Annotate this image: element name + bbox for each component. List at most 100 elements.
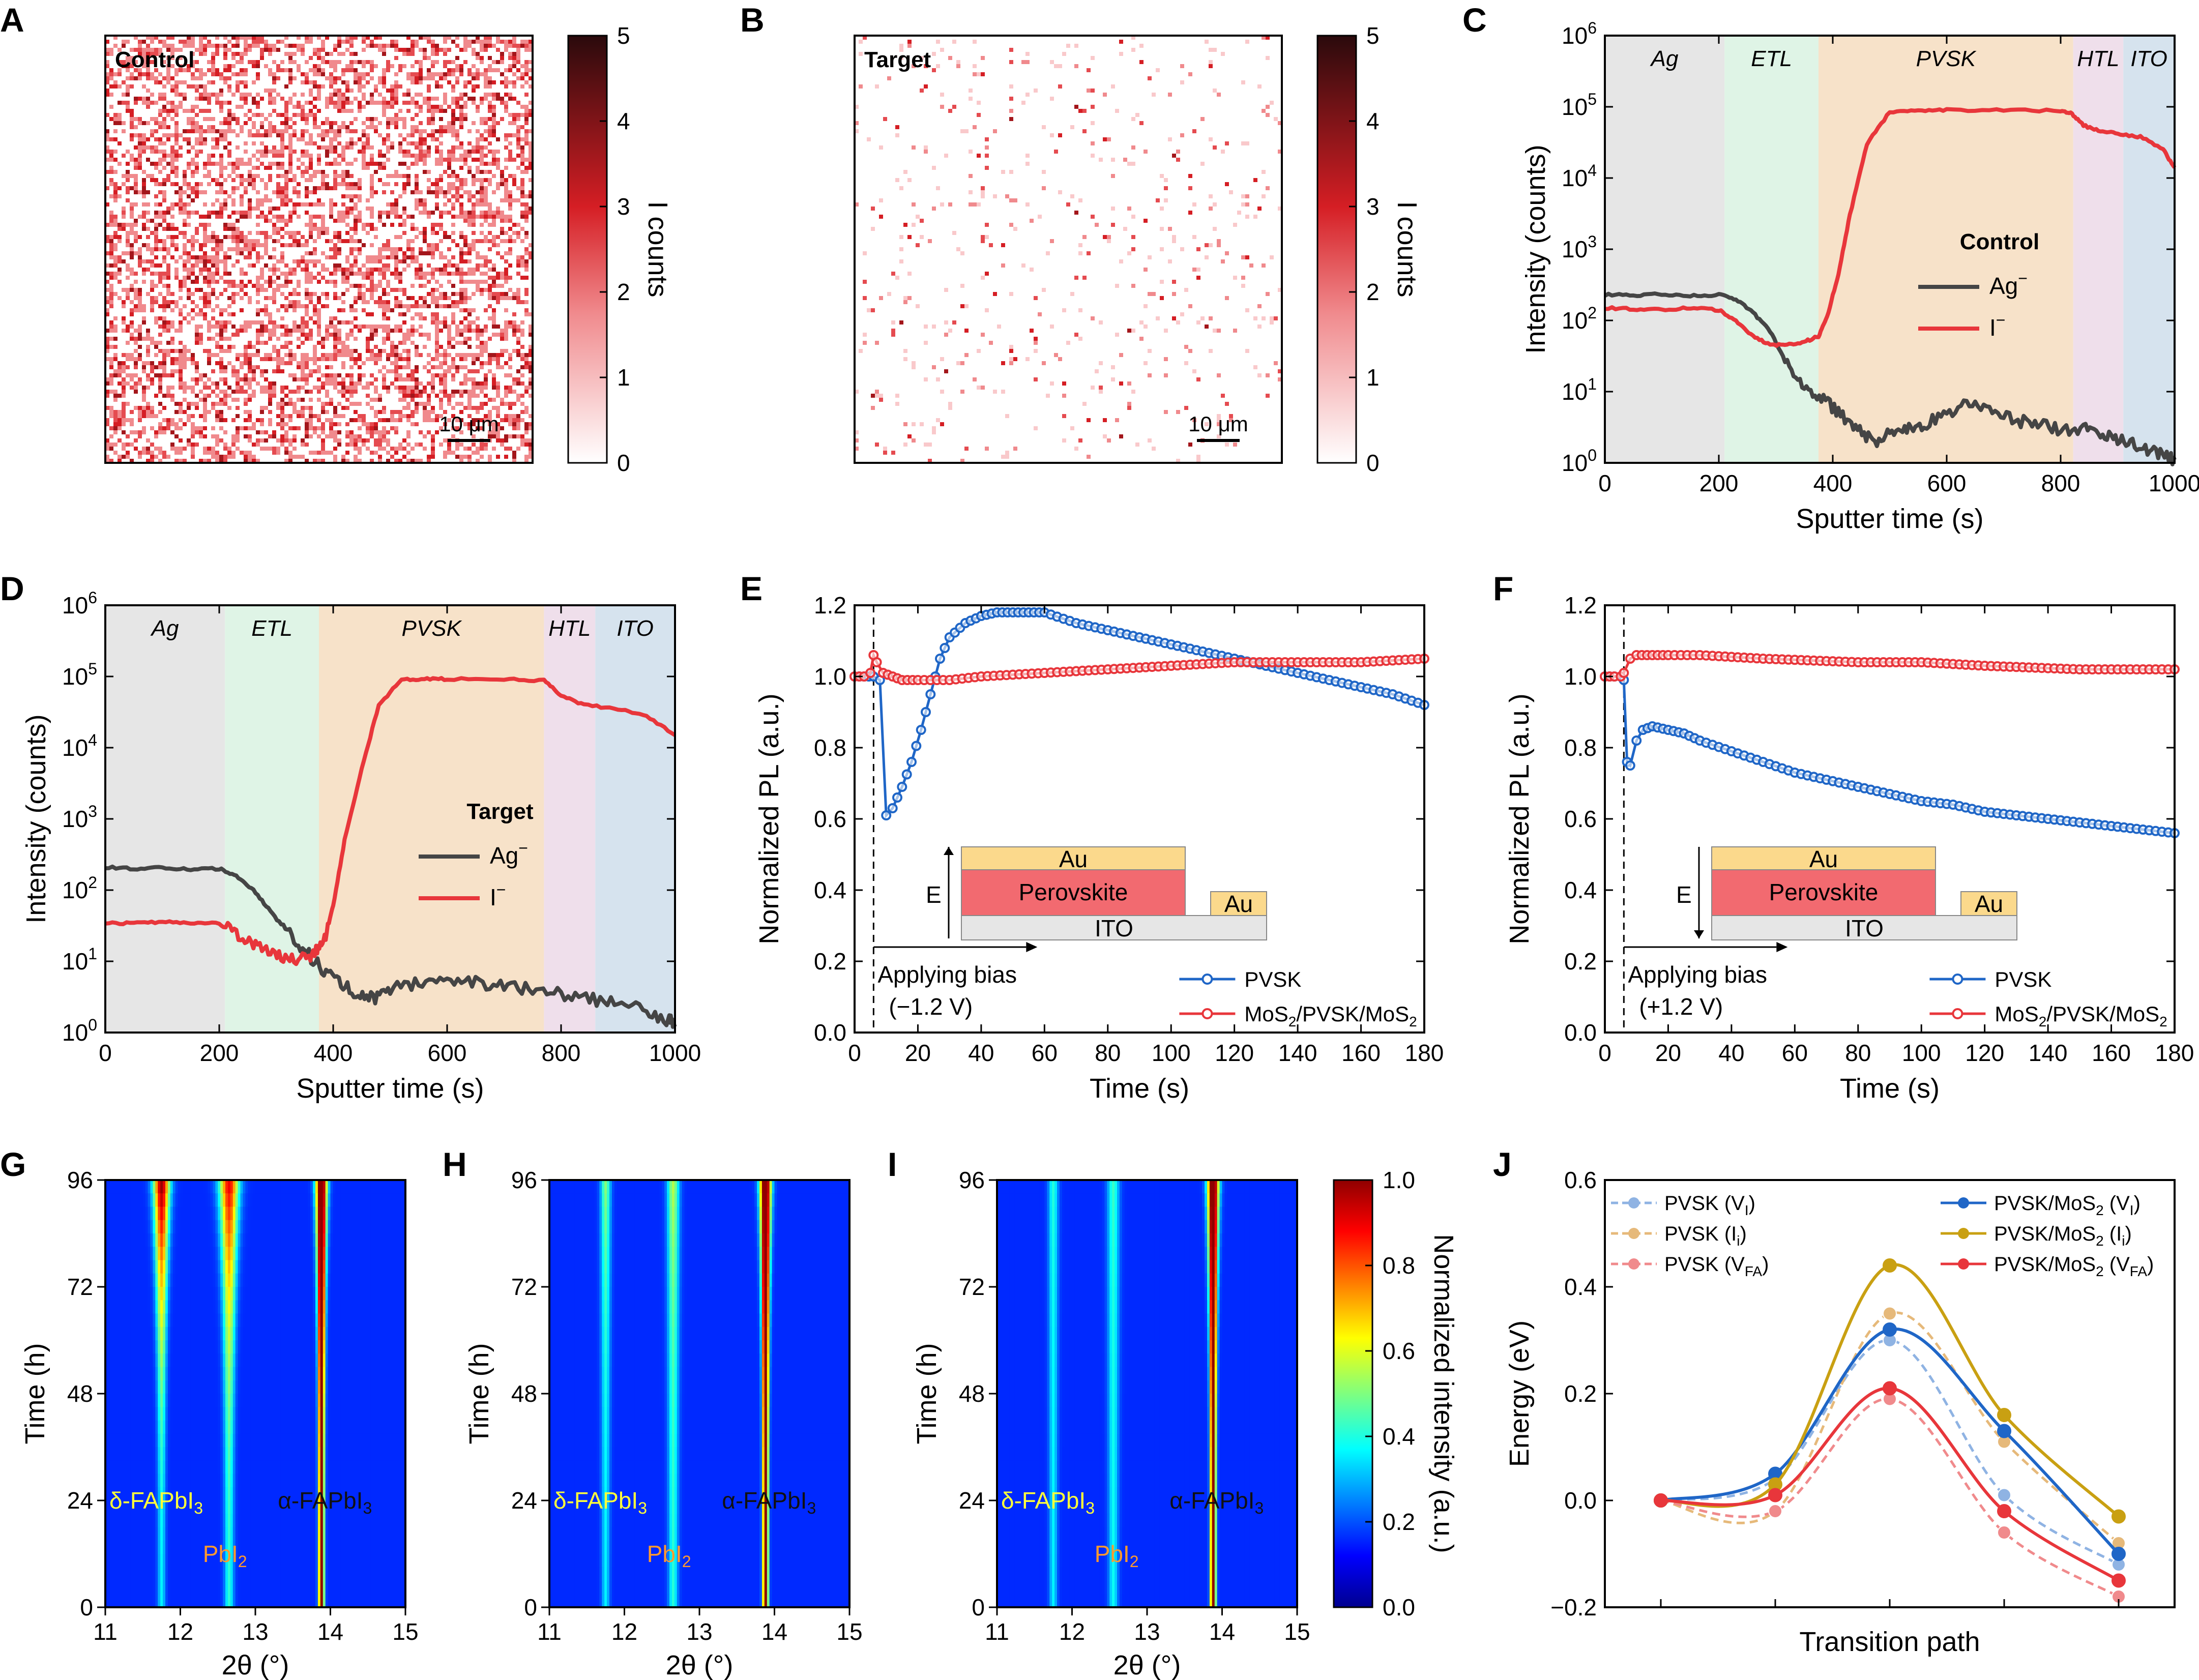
chart-G-heat-cell [270,1340,274,1354]
chart-G-heat-cell [140,1460,143,1475]
chart-G-heat-cell [345,1394,348,1407]
chart-G-heat-cell [328,1220,331,1234]
chart-G-heat-cell [172,1247,176,1261]
chart-G-heat-cell [148,1567,151,1581]
chart-G-heat-cell [310,1380,313,1394]
chart-G-heat-cell [377,1580,381,1595]
chart-G-heat-cell [398,1260,401,1274]
chart-H-heat-cell [677,1193,680,1207]
chart-G-heat-cell [197,1540,201,1554]
chart-G-heat-cell [290,1433,294,1448]
chart-G-heat-cell [388,1473,391,1488]
chart-G-heat-cell [380,1367,384,1381]
chart-G-heat-cell [253,1460,256,1475]
chart-G-heat-cell [400,1567,403,1581]
chart-G-heat-cell [278,1540,281,1554]
chart-G-heat-cell [153,1527,156,1541]
chart-C-series-line [1604,107,2177,348]
chart-G-heat-cell [350,1380,354,1394]
chart-G-heat-cell [135,1327,138,1341]
chart-G-heat-cell [317,1407,321,1421]
chart-C-series-line [1604,291,2177,466]
chart-G-heat-cell [215,1527,218,1541]
chart-G-heat-cell [345,1180,348,1194]
chart-G-heat-cell [317,1460,321,1475]
chart-G-heat-cell [150,1420,154,1434]
chart-G-heat-cell [343,1514,346,1528]
chart-G-heat-cell [243,1340,246,1354]
chart-G-heat-cell [317,1260,321,1274]
chart-H-heat-cell [609,1206,612,1221]
chart-H-heat-cell [679,1180,683,1194]
chart-G-heat-cell [363,1567,366,1581]
chart-H-heat-cell [807,1180,810,1194]
chart-G-heat-cell [343,1567,346,1581]
chart-G-heat-cell [398,1394,401,1407]
chart-G-heat-cell [110,1220,113,1234]
chart-G-heat-cell [188,1367,191,1381]
chart-G-heat-cell [110,1473,113,1488]
chart-H-heat-cell [649,1180,653,1194]
chart-G-heat-cell [225,1567,228,1581]
chart-G-heat-cell [377,1287,381,1301]
chart-G-heat-cell [230,1447,233,1461]
chart-G-heat-cell [322,1193,326,1207]
chart-G-heat-cell [120,1567,124,1581]
chart-H-heat-cell [667,1193,670,1207]
chart-G-heat-cell [185,1260,188,1274]
chart-G-heat-cell [283,1327,286,1341]
chart-G-heat-cell [232,1180,236,1194]
chart-G-heat-cell [385,1460,389,1475]
chart-G-heat-cell [223,1273,226,1287]
chart-G-heat-cell [170,1206,173,1221]
chart-G-heat-cell [353,1233,356,1247]
chart-G-heat-cell [320,1420,324,1434]
chart-G-heat-cell [390,1554,394,1568]
chart-G-heat-cell [120,1180,124,1194]
chart-G-heat-cell [155,1514,158,1528]
colorbar-b-label: I counts [1392,201,1422,297]
chart-G-heat-cell [225,1433,228,1448]
chart-G-heat-cell [155,1247,158,1261]
chart-H-heat-cell [569,1193,572,1207]
chart-H-heat-cell [734,1206,738,1221]
chart-G-heat-cell [153,1473,156,1488]
chart-G-heat-cell [305,1220,308,1234]
chart-G-heat-cell [310,1206,313,1221]
chart-G-heat-cell [210,1567,214,1581]
chart-G-heat-cell [350,1313,354,1328]
chart-G-heat-cell [205,1487,209,1501]
chart-G-heat-cell [220,1353,223,1368]
chart-E-xtick-label: 60 [1032,1040,1058,1066]
chart-G-heat-cell [320,1247,324,1261]
chart-G-heat-cell [243,1594,246,1608]
chart-G-heat-cell [118,1327,121,1341]
chart-G-heat-cell [385,1340,389,1354]
chart-G-heat-cell [200,1260,203,1274]
chart-G-heat-cell [120,1594,124,1608]
chart-G-heat-cell [125,1313,128,1328]
chart-G-heat-cell [380,1180,384,1194]
chart-G-heat-cell [262,1233,266,1247]
chart-G-heat-cell [308,1340,311,1354]
chart-C-legend-label: Ag− [1989,269,2028,299]
chart-G-heat-cell [155,1473,158,1488]
chart-G-heat-cell [400,1287,403,1301]
chart-G-heat-cell [255,1540,258,1554]
chart-G-heat-cell [315,1313,318,1328]
chart-G-heat-cell [240,1247,244,1261]
chart-G-heat-cell [140,1287,143,1301]
chart-G-heat-cell [280,1300,283,1314]
chart-G-heat-cell [253,1514,256,1528]
chart-H-heat-cell [739,1180,743,1194]
chart-G-heat-cell [107,1380,111,1394]
chart-G-heat-cell [137,1287,141,1301]
chart-G-heat-cell [303,1567,306,1581]
chart-G-heat-cell [120,1420,124,1434]
chart-G-heat-cell [115,1420,119,1434]
chart-H-heat-cell [609,1180,612,1194]
panel-label-e: E [740,570,763,607]
chart-G-heat-cell [232,1394,236,1407]
chart-H-heat-cell [619,1193,623,1207]
chart-G-heat-cell [320,1273,324,1287]
